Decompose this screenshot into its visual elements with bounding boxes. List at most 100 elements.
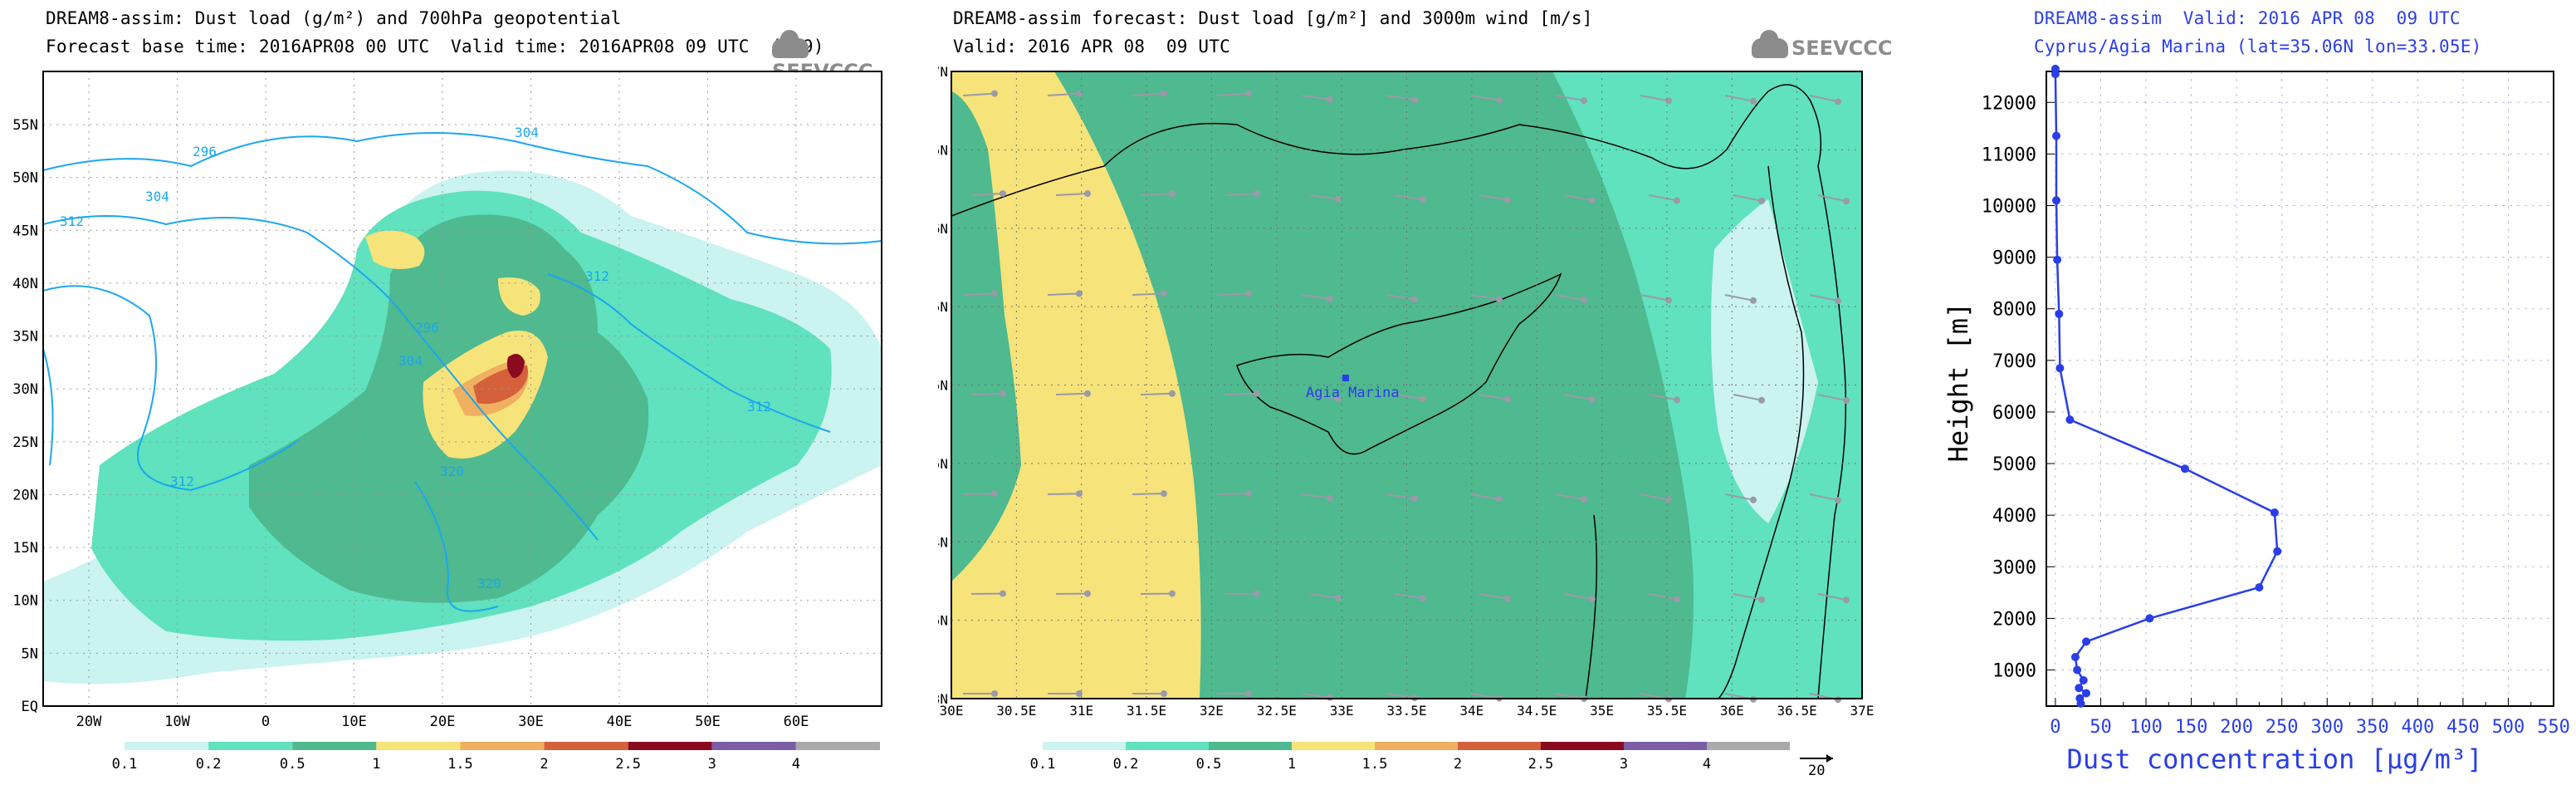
zoom-lon-label: 32E bbox=[1200, 703, 1224, 719]
colorbar-label: 2.5 bbox=[1528, 756, 1554, 773]
wind-arrowhead bbox=[1496, 96, 1503, 104]
colorbar-label: 2.5 bbox=[615, 756, 641, 773]
profile-y-tick-label: 5000 bbox=[1992, 454, 2036, 475]
profile-point bbox=[2082, 637, 2091, 646]
zoom-lat-label: 34N bbox=[938, 534, 948, 550]
zoom-lon-label: 32.5E bbox=[1257, 703, 1297, 719]
wind-arrowhead bbox=[1076, 290, 1083, 297]
wind-arrow bbox=[1470, 493, 1500, 500]
map-lon-label: 20W bbox=[76, 714, 102, 730]
map-subtitle: Forecast base time: 2016APR08 00 UTC Val… bbox=[46, 37, 824, 56]
wind-arrowhead bbox=[1245, 90, 1252, 97]
map-lat-label: EQ bbox=[22, 699, 38, 715]
wind-arrowhead bbox=[1327, 96, 1333, 103]
map-colorbar: 0.1 0.2 0.5 1 1.5 2 2.5 3 4 bbox=[112, 742, 880, 773]
wind-arrow bbox=[1386, 693, 1415, 699]
profile-point bbox=[2145, 614, 2154, 623]
zoom-lat-label: 37N bbox=[938, 64, 948, 80]
wind-arrow bbox=[1733, 194, 1762, 202]
colorbar-swatch bbox=[544, 742, 628, 750]
wind-arrowhead bbox=[1843, 198, 1850, 205]
colorbar-swatch bbox=[1541, 742, 1624, 750]
wind-arrow bbox=[1301, 493, 1331, 499]
wind-arrow bbox=[1640, 95, 1669, 102]
colorbar-swatch bbox=[1209, 742, 1292, 750]
colorbar-swatch bbox=[1292, 742, 1375, 750]
seevccc-logo-2: SEEVCCC bbox=[1752, 30, 1893, 60]
wind-arrowhead bbox=[1420, 595, 1426, 602]
geopotential-contours bbox=[43, 132, 882, 612]
profile-x-tick-label: 150 bbox=[2175, 717, 2208, 738]
colorbar-label: 0.1 bbox=[1030, 756, 1056, 773]
map-lon-label: 10E bbox=[341, 714, 367, 730]
wind-arrowhead bbox=[1245, 290, 1252, 297]
wind-arrowhead bbox=[1411, 296, 1418, 303]
profile-y-tick-label: 4000 bbox=[1992, 506, 2036, 527]
wind-arrowhead bbox=[1169, 190, 1176, 197]
wind-arrow bbox=[1216, 92, 1249, 96]
wind-arrowhead bbox=[1758, 396, 1765, 404]
profile-x-tick-label: 50 bbox=[2090, 717, 2112, 738]
zoom-lat-label: 36.5N bbox=[938, 142, 948, 158]
wind-arrowhead bbox=[1589, 396, 1596, 403]
colorbar-swatch bbox=[628, 742, 712, 750]
wind-arrow bbox=[1555, 294, 1585, 301]
wind-arrowhead bbox=[1674, 197, 1680, 204]
profile-chart: 0 50 100 150 200 250 300 350 400 450 500 550 1000 200… bbox=[1943, 64, 2570, 775]
colorbar-label: 0.5 bbox=[280, 756, 306, 773]
profile-y-tick-label: 7000 bbox=[1992, 351, 2036, 372]
wind-arrowhead bbox=[1581, 97, 1587, 104]
wind-arrow bbox=[1640, 294, 1669, 302]
wind-arrow bbox=[1047, 493, 1080, 495]
profile-x-tick-label: 550 bbox=[2537, 717, 2570, 738]
profile-frame bbox=[2046, 71, 2554, 707]
wind-arrowhead bbox=[1084, 390, 1091, 397]
wind-arrowhead bbox=[1420, 395, 1426, 403]
wind-arrowhead bbox=[1750, 496, 1757, 503]
profile-point bbox=[2082, 689, 2091, 698]
zoom-lon-label: 30E bbox=[940, 703, 964, 719]
zoom-frame bbox=[951, 71, 1863, 699]
wind-arrowhead bbox=[1835, 98, 1841, 105]
wind-reference-label: 20 bbox=[1808, 763, 1825, 779]
wind-arrowhead bbox=[991, 90, 998, 97]
zoom-lon-label: 30.5E bbox=[996, 703, 1036, 719]
contour-label: 304 bbox=[145, 189, 169, 204]
profile-series bbox=[2051, 64, 2282, 708]
wind-arrowhead bbox=[1076, 690, 1083, 697]
profile-point bbox=[2051, 64, 2060, 73]
wind-arrowhead bbox=[1835, 297, 1841, 305]
wind-arrow bbox=[1640, 493, 1669, 501]
colorbar-swatch bbox=[1126, 742, 1209, 750]
vertical-profile-panel: DREAM8-assim Valid: 2016 APR 08 09 UTC C… bbox=[1918, 0, 2576, 785]
cloud-icon bbox=[1752, 30, 1788, 58]
contour-label: 312 bbox=[747, 399, 771, 415]
wind-arrow bbox=[1724, 493, 1754, 501]
profile-y-tick-label: 9000 bbox=[1992, 248, 2036, 269]
wind-arrowhead bbox=[1254, 190, 1260, 197]
map-lon-label: 60E bbox=[784, 714, 809, 730]
wind-arrowhead bbox=[1750, 297, 1757, 304]
colorbar-label: 1.5 bbox=[447, 756, 473, 773]
wind-arrowhead bbox=[1674, 396, 1680, 404]
wind-arrowhead bbox=[1084, 590, 1091, 597]
wind-arrowhead bbox=[1161, 690, 1167, 697]
profile-x-axis-title: Dust concentration [μg/m³] bbox=[2067, 743, 2483, 775]
colorbar-label: 0.1 bbox=[112, 756, 138, 773]
map-lon-label: 30E bbox=[518, 714, 544, 730]
zoom-lat-label: 36N bbox=[938, 221, 948, 237]
profile-point bbox=[2273, 547, 2282, 556]
map-lat-label: 15N bbox=[12, 540, 38, 557]
wind-arrow bbox=[1224, 392, 1258, 395]
profile-point bbox=[2052, 196, 2061, 205]
wind-arrowhead bbox=[1843, 397, 1850, 405]
wind-arrowhead bbox=[991, 690, 998, 697]
wind-arrow bbox=[1733, 593, 1762, 601]
contour-label: 312 bbox=[585, 268, 609, 284]
wind-arrow bbox=[1394, 394, 1424, 400]
wind-arrow bbox=[1224, 193, 1258, 196]
contour-label: 296 bbox=[193, 144, 217, 159]
wind-arrowhead bbox=[1758, 596, 1765, 603]
wind-arrow bbox=[1648, 593, 1678, 601]
map-lat-label: 45N bbox=[12, 223, 38, 239]
